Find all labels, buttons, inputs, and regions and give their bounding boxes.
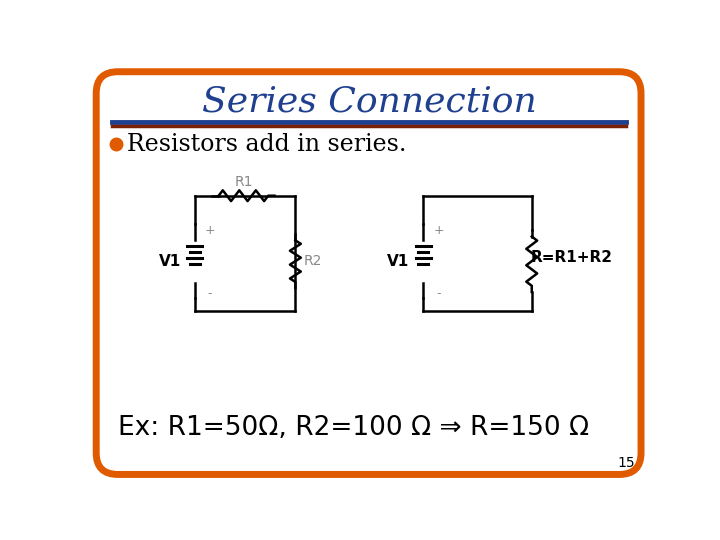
Text: -: - <box>208 287 212 300</box>
Text: Series Connection: Series Connection <box>202 85 536 119</box>
Text: +: + <box>433 224 444 237</box>
Text: -: - <box>436 287 441 300</box>
Text: +: + <box>204 224 215 237</box>
Text: V1: V1 <box>387 254 410 268</box>
Text: 15: 15 <box>617 456 635 470</box>
Text: R=R1+R2: R=R1+R2 <box>531 250 613 265</box>
Text: V1: V1 <box>158 254 181 268</box>
Text: R1: R1 <box>234 175 253 189</box>
FancyBboxPatch shape <box>96 72 641 475</box>
Text: Resistors add in series.: Resistors add in series. <box>127 133 407 156</box>
Text: R2: R2 <box>303 254 322 268</box>
Text: Ex: R1=50Ω, R2=100 Ω ⇒ R=150 Ω: Ex: R1=50Ω, R2=100 Ω ⇒ R=150 Ω <box>118 415 589 441</box>
